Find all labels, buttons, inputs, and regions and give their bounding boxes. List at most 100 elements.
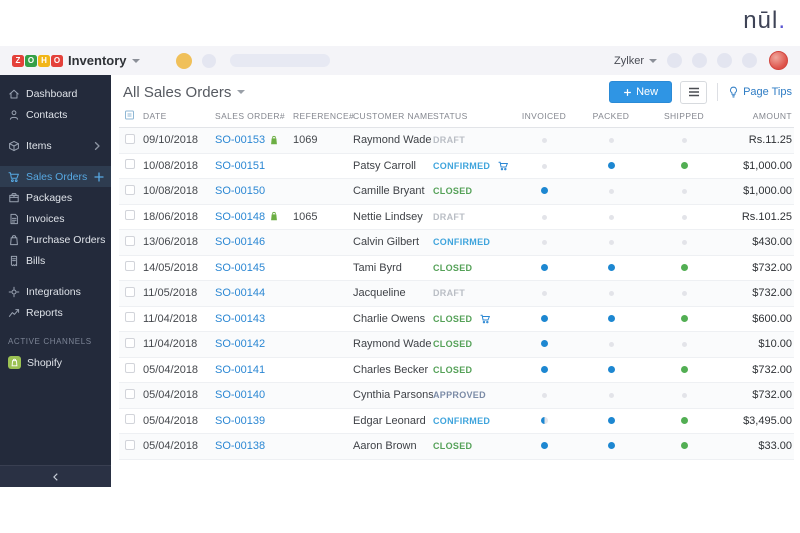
column-header-customer-name[interactable]: CUSTOMER NAME [353, 111, 434, 121]
toolbar-icon-button[interactable] [742, 53, 757, 68]
row-checkbox[interactable] [125, 184, 135, 195]
row-checkbox[interactable] [125, 388, 135, 399]
cell-packed [575, 185, 647, 197]
sidebar-item-bills[interactable]: Bills [0, 250, 111, 271]
sales-order-link[interactable]: SO-00150 [215, 185, 266, 198]
sales-order-link[interactable]: SO-00148 [215, 210, 266, 223]
sales-order-link[interactable]: SO-00151 [215, 159, 266, 172]
plus-icon[interactable] [93, 171, 105, 183]
status-badge: CONFIRMED [433, 160, 491, 171]
table-row[interactable]: 14/05/2018 SO-00145 Tami Byrd CLOSED $732.00 [119, 256, 794, 281]
toolbar-icon-button[interactable] [717, 53, 732, 68]
sidebar-item-label: Bills [26, 254, 46, 267]
table-row[interactable]: 13/06/2018 SO-00146 Calvin Gilbert CONFIRME… [119, 230, 794, 256]
sales-order-link[interactable]: SO-00153 [215, 134, 266, 147]
sales-order-link[interactable]: SO-00145 [215, 261, 266, 274]
table-row[interactable]: 11/05/2018 SO-00144 Jacqueline DRAFT $732.00 [119, 281, 794, 307]
sales-order-link[interactable]: SO-00144 [215, 287, 266, 300]
sidebar-item-integrations[interactable]: Integrations [0, 281, 111, 302]
toolbar-icon-button[interactable] [692, 53, 707, 68]
row-checkbox[interactable] [125, 235, 135, 246]
new-button[interactable]: New [609, 81, 673, 103]
sidebar-channel-shopify[interactable]: Shopify [0, 352, 111, 373]
sidebar-item-dashboard[interactable]: Dashboard [0, 83, 111, 104]
sales-order-link[interactable]: SO-00140 [215, 389, 266, 402]
column-header-shipped[interactable]: SHIPPED [663, 111, 705, 121]
table-row[interactable]: 10/08/2018 SO-00150 Camille Bryant CLOSED $1… [119, 179, 794, 205]
page-title[interactable]: All Sales Orders [123, 83, 246, 101]
table-row[interactable]: 11/04/2018 SO-00143 Charlie Owens CLOSED $60… [119, 307, 794, 332]
status-dot-full [540, 340, 548, 348]
user-avatar[interactable] [769, 51, 788, 70]
sidebar-item-purchase-orders[interactable]: Purchase Orders [0, 229, 111, 250]
sidebar-item-label: Sales Orders [26, 170, 88, 183]
table-row[interactable]: 05/04/2018 SO-00140 Cynthia Parsons APPROVE… [119, 383, 794, 409]
page-header: All Sales Orders New Page Tips [119, 75, 794, 105]
row-checkbox[interactable] [125, 363, 135, 374]
cell-amount: $430.00 [752, 236, 792, 249]
org-selector[interactable]: Zylker [614, 54, 644, 67]
sales-order-link[interactable]: SO-00142 [215, 338, 266, 351]
cell-customer-name: Camille Bryant [353, 185, 425, 198]
table-row[interactable]: 10/08/2018 SO-00151 Patsy Carroll CONFIRMED… [119, 154, 794, 179]
sidebar-item-sales-orders[interactable]: Sales Orders [0, 166, 111, 187]
sales-order-link[interactable]: SO-00141 [215, 363, 266, 376]
select-all-checkbox[interactable] [119, 109, 143, 124]
sales-order-link[interactable]: SO-00146 [215, 236, 266, 249]
row-checkbox[interactable] [125, 312, 135, 323]
row-checkbox[interactable] [125, 261, 135, 272]
list-view-menu-button[interactable] [680, 80, 708, 104]
status-badge: CONFIRMED [433, 237, 491, 248]
page-tips-button[interactable]: Page Tips [728, 86, 792, 98]
row-checkbox[interactable] [125, 337, 135, 348]
status-dot-none [608, 342, 614, 348]
plus-icon [624, 88, 631, 96]
sidebar-item-items[interactable]: Items [0, 135, 111, 156]
cell-invoiced [513, 211, 575, 223]
column-header-status[interactable]: STATUS [433, 111, 468, 121]
status-badge: CLOSED [433, 186, 473, 197]
sidebar-item-label: Items [26, 139, 52, 152]
column-header-invoiced[interactable]: INVOICED [521, 111, 567, 121]
chevron-down-icon[interactable] [131, 58, 140, 63]
chevron-down-icon[interactable] [649, 58, 657, 63]
sales-order-link[interactable]: SO-00138 [215, 440, 266, 453]
column-header-amount[interactable]: AMOUNT [752, 111, 792, 121]
sales-order-link[interactable]: SO-00139 [215, 414, 266, 427]
reports-icon [8, 307, 20, 319]
column-header-reference-[interactable]: REFERENCE# [293, 111, 355, 121]
table-row[interactable]: 09/10/2018 SO-00153 1069 Raymond Wade DRAFT R… [119, 128, 794, 154]
column-header-date[interactable]: DATE [143, 111, 167, 121]
status-badge: DRAFT [433, 211, 465, 222]
status-dot-full [607, 365, 615, 373]
sidebar-item-invoices[interactable]: Invoices [0, 208, 111, 229]
row-checkbox[interactable] [125, 414, 135, 425]
page-title-text: All Sales Orders [123, 83, 232, 101]
column-header-sales-order-[interactable]: SALES ORDER# [215, 111, 285, 121]
row-checkbox[interactable] [125, 210, 135, 221]
sidebar-item-packages[interactable]: Packages [0, 187, 111, 208]
sales-order-link[interactable]: SO-00143 [215, 312, 266, 325]
cell-amount: $732.00 [752, 363, 792, 376]
column-header-packed[interactable]: PACKED [592, 111, 630, 121]
status-badge: CLOSED [433, 364, 473, 375]
table-row[interactable]: 18/06/2018 SO-00148 1065 Nettie Lindsey DRAF… [119, 205, 794, 230]
row-checkbox[interactable] [125, 286, 135, 297]
table-row[interactable]: 05/04/2018 SO-00141 Charles Becker CLOSED $7… [119, 358, 794, 383]
row-checkbox[interactable] [125, 159, 135, 170]
table-row[interactable]: 05/04/2018 SO-00138 Aaron Brown CLOSED $33.0… [119, 434, 794, 460]
cell-packed [575, 415, 647, 427]
status-dot-icon [175, 52, 192, 69]
row-checkbox[interactable] [125, 439, 135, 450]
sidebar-item-reports[interactable]: Reports [0, 302, 111, 323]
sidebar-item-contacts[interactable]: Contacts [0, 104, 111, 125]
search-bar-placeholder[interactable] [229, 54, 330, 67]
toolbar-icon-button[interactable] [667, 53, 682, 68]
sidebar-collapse-button[interactable] [0, 465, 111, 487]
chevron-right-icon[interactable] [91, 140, 103, 152]
table-row[interactable]: 11/04/2018 SO-00142 Raymond Wade CLOSED $10.… [119, 332, 794, 358]
table-row[interactable]: 05/04/2018 SO-00139 Edgar Leonard CONFIRMED… [119, 409, 794, 434]
row-checkbox[interactable] [125, 133, 135, 144]
cell-invoiced [513, 185, 575, 197]
